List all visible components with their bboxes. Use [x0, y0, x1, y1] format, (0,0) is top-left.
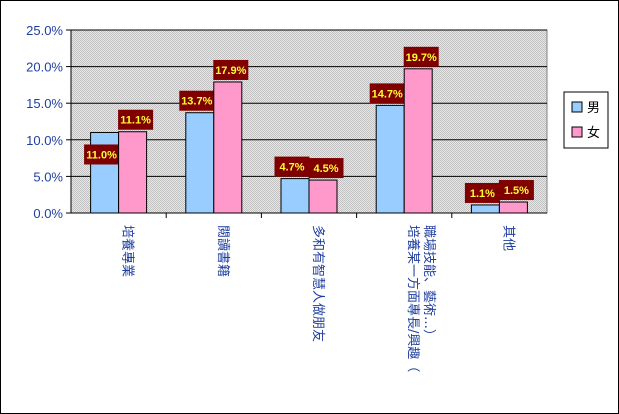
legend-label: 女	[587, 125, 600, 141]
data-label-bg	[464, 182, 500, 203]
y-tick-label: 10.0%	[26, 133, 63, 148]
data-label: 14.7%	[372, 88, 403, 100]
data-label-bg	[118, 109, 154, 130]
legend-box	[563, 91, 609, 149]
data-label-bg	[179, 90, 215, 111]
data-label: 11.0%	[86, 149, 117, 161]
bar-male	[375, 104, 405, 214]
data-label: 4.7%	[279, 162, 304, 174]
bar-male	[470, 204, 500, 214]
data-label: 19.7%	[406, 52, 437, 64]
bar-male	[185, 112, 215, 214]
data-label: 13.7%	[181, 96, 212, 108]
bar-female	[213, 81, 243, 214]
data-label-bg	[403, 46, 439, 67]
data-label-bg	[213, 59, 249, 80]
bar-female	[308, 179, 338, 214]
data-label-bg	[498, 180, 534, 201]
category-label: 培養專業	[120, 225, 136, 277]
category-label-group: 閱讀書籍	[215, 225, 231, 277]
plot-area: 0.0% 5.0% 10.0% 15.0% 20.0% 25.0% 11.0% 11.1% 培養…	[26, 23, 548, 372]
data-label-bg	[274, 156, 310, 177]
data-label: 1.5%	[504, 185, 529, 197]
data-label: 17.9%	[215, 65, 246, 77]
y-tick-label: 15.0%	[26, 96, 63, 111]
data-label: 11.1%	[120, 115, 151, 127]
y-tick-label: 5.0%	[33, 169, 63, 184]
category-label: 閱讀書籍	[215, 225, 231, 277]
data-label-bg	[308, 158, 344, 179]
bar-female	[498, 201, 528, 214]
category-label-group: 多和有智慧人做朋友	[310, 225, 326, 342]
data-label-bg	[369, 83, 405, 104]
category-label: 職場技能、藝術…）	[421, 225, 436, 342]
category-label: 培養某一方面專長/興趣（	[405, 225, 421, 372]
legend: 男女	[563, 91, 609, 149]
bar-female	[118, 131, 148, 214]
data-label: 4.5%	[313, 163, 338, 175]
y-tick-label: 20.0%	[26, 60, 63, 75]
y-tick-label: 25.0%	[26, 23, 63, 38]
bar-male	[280, 178, 310, 214]
bar-female	[403, 68, 433, 214]
legend-swatch	[571, 126, 583, 138]
category-label: 多和有智慧人做朋友	[310, 225, 326, 342]
legend-label: 男	[587, 101, 600, 116]
category-label: 其他	[500, 225, 515, 251]
category-label-group: 培養專業	[120, 225, 136, 277]
y-tick-label: 0.0%	[33, 206, 63, 221]
category-label-group: 其他	[500, 225, 515, 251]
legend-swatch	[571, 101, 583, 113]
data-label-bg	[84, 144, 120, 165]
category-label-group: 培養某一方面專長/興趣（ 職場技能、藝術…）	[405, 225, 436, 372]
data-label: 1.1%	[470, 188, 495, 200]
